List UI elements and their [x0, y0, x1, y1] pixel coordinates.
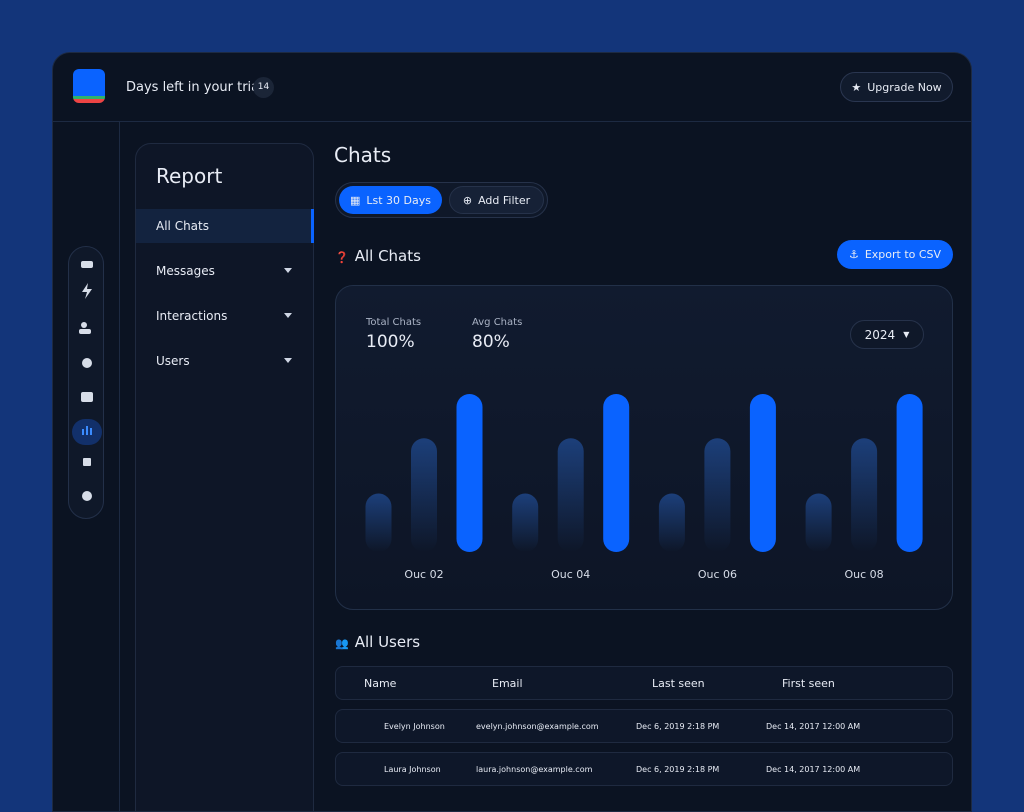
app-window: Days left in your trial. 14 ★ Upgrade Now…	[52, 52, 972, 812]
bar	[805, 493, 832, 552]
table-row[interactable]: Evelyn Johnson evelyn.johnson@example.co…	[335, 709, 953, 743]
icon-rail	[68, 246, 104, 519]
table-header: Name Email Last seen First seen	[335, 666, 953, 700]
nav-item[interactable]: Messages	[136, 254, 314, 288]
bar	[557, 438, 584, 552]
x-tick-label: Ouc 06	[698, 568, 737, 581]
stat-value: 100%	[366, 332, 415, 352]
export-label: Export to CSV	[864, 248, 942, 261]
report-panel: Report All Chats Messages Interactions U…	[135, 143, 314, 811]
table-row[interactable]: Laura Johnson laura.johnson@example.com …	[335, 752, 953, 786]
bar	[658, 493, 685, 552]
nav-label: Messages	[156, 264, 215, 278]
cell: Dec 6, 2019 2:18 PM	[636, 722, 720, 731]
chart-card: Total Chats 100% Avg Chats 80% 2024 ▼ Ouc…	[335, 285, 953, 610]
upgrade-label: Upgrade Now	[867, 80, 942, 94]
divider	[119, 121, 120, 811]
nav-label: All Chats	[156, 219, 209, 233]
page-title: Chats	[334, 143, 392, 167]
icons	[72, 261, 102, 501]
cell: laura.johnson@example.com	[476, 765, 593, 774]
cell: Dec 6, 2019 2:18 PM	[636, 765, 720, 774]
export-button[interactable]: ⚓ Export to CSV	[837, 240, 953, 269]
section-heading: ❓ All Chats	[335, 247, 421, 265]
cell: Evelyn Johnson	[384, 722, 445, 731]
column-header[interactable]: Email	[492, 677, 523, 690]
x-tick-label: Ouc 04	[551, 568, 590, 581]
year-label: 2024	[864, 327, 896, 342]
x-tick-label: Ouc 08	[845, 568, 884, 581]
bar	[896, 394, 923, 552]
nav-item[interactable]: Users	[136, 344, 314, 378]
bar	[749, 394, 776, 552]
bar	[851, 438, 878, 552]
add-filter[interactable]: ⊕ Add Filter	[449, 186, 544, 214]
section-title: All Chats	[354, 247, 421, 265]
column-header[interactable]: First seen	[782, 677, 835, 690]
divider	[53, 121, 971, 122]
bar	[411, 438, 437, 552]
trial-text: Days left in your trial.	[126, 80, 267, 95]
panel-title: Report	[156, 164, 223, 188]
nav-item[interactable]: Interactions	[136, 299, 314, 333]
bar	[365, 493, 392, 552]
column-header[interactable]: Name	[364, 677, 397, 690]
upgrade-button[interactable]: ★ Upgrade Now	[840, 72, 953, 102]
date-filter[interactable]: ▦ Lst 30 Days	[339, 186, 442, 214]
stat-value: 80%	[472, 332, 510, 352]
filter-label: Add Filter	[478, 193, 531, 207]
nav-label: Users	[156, 354, 190, 368]
bar	[603, 394, 630, 552]
nav-item[interactable]: All Chats	[136, 209, 314, 243]
year-select[interactable]: 2024 ▼	[850, 320, 924, 349]
bar	[704, 438, 731, 552]
cell: evelyn.johnson@example.com	[476, 722, 599, 731]
filter-group: ▦ Lst 30 Days ⊕ Add Filter	[335, 182, 548, 218]
logo	[73, 69, 105, 103]
chart: Ouc 02 Ouc 04 Ouc 06 Ouc 08	[365, 394, 923, 581]
filter-label: Lst 30 Days	[366, 193, 432, 207]
users-title: All Users	[354, 633, 421, 651]
stat-label: Total Chats	[366, 317, 422, 328]
cell: Dec 14, 2017 12:00 AM	[766, 722, 861, 731]
nav-label: Interactions	[156, 309, 228, 323]
x-tick-label: Ouc 02	[404, 568, 443, 581]
cell: Dec 14, 2017 12:00 AM	[766, 765, 861, 774]
bar	[512, 493, 539, 552]
cell: Laura Johnson	[384, 765, 441, 774]
trial-badge: 14	[253, 77, 274, 98]
bar	[456, 394, 483, 552]
column-header[interactable]: Last seen	[652, 677, 705, 690]
section-heading: 👥 All Users	[335, 633, 421, 651]
stat-label: Avg Chats	[472, 317, 523, 328]
